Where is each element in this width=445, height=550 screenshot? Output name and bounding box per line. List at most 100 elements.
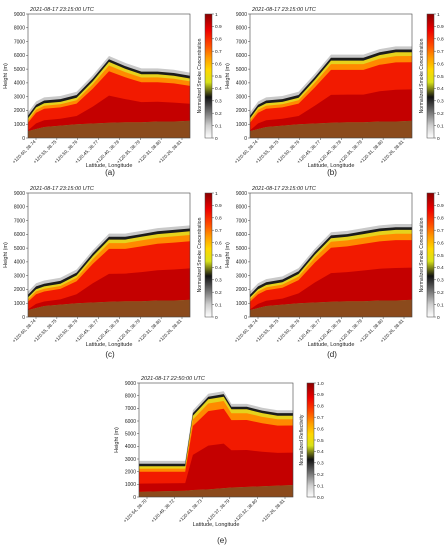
colorbar-tick-label: 0.7 [437,228,444,234]
y-tick-label: 7000 [14,218,25,224]
colorbar-tick-label: 0.0 [317,495,324,501]
terrain [250,299,412,317]
colorbar-tick-label: 0.7 [317,415,324,421]
y-tick-label: 9000 [236,191,247,197]
colorbar-tick-label: 0.2 [437,290,444,296]
terrain [139,485,293,497]
plot-content [139,391,293,497]
colorbar-tick-label: 0.2 [215,290,222,296]
x-tick-label: +120.43, 38.73 [178,498,204,524]
colorbar-tick-label: 0.4 [215,265,222,271]
y-tick-label: 3000 [236,273,247,279]
y-tick-label: 7000 [236,39,247,45]
plot-frame [27,13,191,139]
colorbar-tick-label: 0.3 [215,99,222,105]
colorbar-tick-label: 0.2 [215,111,222,117]
colorbar-tick-label: 1 [215,12,218,18]
plot-frame [249,13,413,139]
y-tick-label: 1000 [14,301,25,307]
y-tick-label: 1000 [236,122,247,128]
colorbar-tick-label: 0.9 [215,203,222,209]
colorbar-tick-label: 0.6 [437,240,444,246]
colorbar-tick-label: 0 [215,136,218,142]
y-tick-label: 4000 [14,260,25,266]
panel-label: (c) [105,350,115,359]
colorbar-tick-label: 0.5 [215,253,222,259]
y-tick-label: 0 [244,315,247,321]
colorbar [426,192,435,318]
colorbar-tick-label: 0.6 [215,240,222,246]
terrain [250,120,412,138]
y-tick-label: 3000 [14,94,25,100]
colorbar-tick-label: 0.5 [317,438,324,444]
colorbar-tick-label: 0 [215,315,218,321]
colorbar-tick-label: 0.3 [437,278,444,284]
y-tick-label: 4000 [14,81,25,87]
y-tick-label: 5000 [236,246,247,252]
y-axis-label: Height (m) [225,63,231,89]
colorbar-tick-label: 0.9 [215,24,222,30]
y-tick-label: 2000 [236,108,247,114]
colorbar [204,13,213,139]
x-axis-label: Latitude, Longitude [308,342,355,348]
y-tick-label: 4000 [236,81,247,87]
plot-content [250,46,412,138]
y-tick-label: 2000 [236,287,247,293]
y-tick-label: 2000 [14,108,25,114]
colorbar-tick-label: 1 [437,12,440,18]
y-tick-label: 6000 [236,53,247,59]
y-tick-label: 7000 [236,218,247,224]
y-tick-label: 8000 [236,205,247,211]
panel-a: 0 1000 2000 3000 4000 5000 6000 7000 8000 9000 Hei… [3,7,222,177]
colorbar-tick-label: 0.5 [437,253,444,259]
colorbar-tick-label: 0.6 [215,61,222,67]
plot-content [250,224,412,317]
y-tick-label: 6000 [14,53,25,59]
y-tick-label: 5000 [14,246,25,252]
colorbar-tick-label: 0 [437,136,440,142]
y-tick-label: 0 [133,495,136,501]
colorbar-tick-label: 0.7 [215,228,222,234]
y-tick-label: 8000 [14,26,25,32]
colorbar-tick-label: 0.8 [215,216,222,222]
y-tick-label: 5000 [236,67,247,73]
panel-d: 0 1000 2000 3000 4000 5000 6000 7000 8000 9000 Hei… [225,186,444,359]
colorbar-tick-label: 0.3 [317,461,324,467]
y-tick-label: 8000 [125,393,136,399]
y-tick-label: 0 [22,136,25,142]
colorbar-tick-label: 0.2 [317,472,324,478]
y-tick-label: 9000 [125,381,136,387]
chart-title: 2021-08-17 23:15:00 UTC [251,186,316,192]
colorbar-tick-label: 0.9 [317,392,324,398]
y-tick-label: 0 [22,315,25,321]
colorbar-tick-label: 0.1 [317,483,324,489]
y-tick-label: 3000 [236,94,247,100]
y-axis-label: Height (m) [114,427,120,453]
colorbar-label: Normalized Reflectivity [299,414,305,465]
y-tick-label: 3000 [14,273,25,279]
plot-frame [27,192,191,318]
colorbar-tick-label: 1 [437,191,440,197]
colorbar-label: Normalized Smoke Concentration [197,38,203,113]
y-tick-label: 9000 [14,191,25,197]
colorbar-tick-label: 1 [215,191,218,197]
colorbar-tick-label: 0.8 [317,404,324,410]
colorbar-tick-label: 0.9 [437,203,444,209]
plume-dark-red [139,443,293,492]
x-tick-label: +120.49, 38.72 [150,498,176,524]
panel-label: (a) [105,168,115,177]
y-tick-label: 2000 [14,287,25,293]
colorbar-tick-label: 0.8 [437,37,444,43]
colorbar-tick-label: 0.1 [215,302,222,308]
y-tick-label: 8000 [14,205,25,211]
colorbar-tick-label: 0.3 [437,99,444,105]
colorbar-tick-label: 0.7 [437,49,444,55]
panel-label: (b) [327,168,337,177]
plot-content [28,225,190,317]
x-axis-label: Latitude, Longitude [86,163,133,169]
y-tick-label: 9000 [236,12,247,18]
plume-dark-red [28,95,190,132]
y-tick-label: 5000 [14,67,25,73]
plot-content [28,56,190,138]
